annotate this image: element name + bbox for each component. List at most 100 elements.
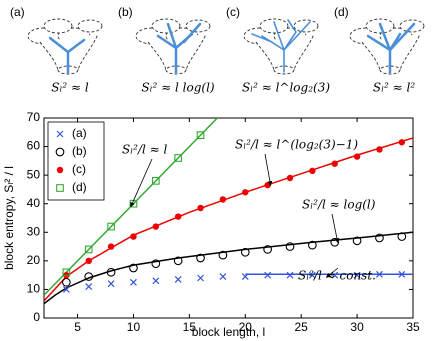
plot-frame <box>43 117 414 319</box>
marker-x <box>398 270 406 278</box>
marker-circle <box>151 259 161 269</box>
y-tick-label: 0 <box>33 310 40 324</box>
marker-dot <box>56 166 64 174</box>
marker-square <box>56 184 64 192</box>
marker-circle <box>397 232 407 241</box>
y-axis-label: block entropy, Sₗ² / l <box>2 166 16 270</box>
annotation: Sₗ²/l ≈ log(l) <box>302 198 376 212</box>
marker-square <box>196 131 205 139</box>
diagram <box>243 18 319 75</box>
marker-x <box>85 283 93 290</box>
marker-dot <box>197 204 204 212</box>
marker-x <box>107 280 115 288</box>
x-tick-label: 10 <box>127 320 141 334</box>
panel-label: (d) <box>334 5 349 19</box>
x-tick-label: 20 <box>239 320 253 334</box>
marker-x <box>130 278 137 286</box>
marker-square <box>107 222 115 231</box>
marker-dot <box>219 196 227 203</box>
marker-x <box>241 273 249 280</box>
marker-circle <box>196 253 205 263</box>
marker-circle <box>106 267 116 277</box>
marker-x <box>174 276 182 283</box>
marker-circle <box>308 240 317 250</box>
marker-x <box>331 271 339 279</box>
panel-formula: Sₗ² ≈ l <box>51 81 89 95</box>
marker-dot <box>331 160 338 167</box>
legend-box <box>47 121 105 201</box>
diagram <box>27 18 103 75</box>
marker-x <box>286 271 294 279</box>
marker-dot <box>353 153 361 160</box>
x-tick-label: 25 <box>295 320 309 334</box>
annotation-arrow <box>331 213 340 244</box>
y-tick-label: 60 <box>27 139 41 153</box>
annotation-arrow <box>325 267 339 278</box>
marker-circle <box>240 247 250 257</box>
marker-circle <box>285 242 295 251</box>
legend-label: (a) <box>72 126 87 140</box>
panel-formula: Sₗ² ≈ l^log₂(3) <box>242 81 330 95</box>
marker-x <box>62 286 70 293</box>
marker-dot <box>376 146 383 153</box>
x-tick-label: 15 <box>183 320 197 334</box>
marker-x <box>376 270 383 278</box>
y-tick-label: 10 <box>27 282 41 296</box>
marker-circle <box>84 272 94 281</box>
marker-x <box>353 271 361 279</box>
marker-circle <box>375 233 384 243</box>
marker-dot <box>152 223 160 230</box>
marker-dot <box>85 257 92 265</box>
panel-label: (c) <box>226 5 240 19</box>
marker-dot <box>130 233 137 240</box>
marker-square <box>84 245 93 254</box>
legend-label: (b) <box>72 144 87 158</box>
fit-line <box>44 231 413 305</box>
annotation-arrow <box>130 158 153 208</box>
panel-label: (a) <box>10 5 25 19</box>
marker-dot <box>286 174 294 182</box>
y-tick-label: 30 <box>27 224 41 238</box>
marker-circle <box>173 256 183 266</box>
marker-circle <box>55 147 65 157</box>
marker-x <box>264 271 272 279</box>
marker-circle <box>263 245 272 254</box>
annotation: Sₗ²/l ≈ l^(log₂(3)−1) <box>235 138 358 152</box>
marker-x <box>56 130 64 138</box>
legend-label: (d) <box>72 180 87 194</box>
marker-dot <box>107 243 115 250</box>
annotation: Sₗ²/l ≈ const. <box>298 269 376 283</box>
y-tick-label: 70 <box>27 110 41 124</box>
legend: (a) (b) (c) (d) <box>47 121 105 201</box>
x-tick-label: 5 <box>74 320 81 334</box>
marker-dot <box>174 213 182 220</box>
marker-square <box>151 177 160 185</box>
marker-circle <box>62 277 71 287</box>
marker-circle <box>352 236 362 246</box>
marker-x <box>219 273 227 280</box>
y-tick-label: 50 <box>27 167 41 181</box>
marker-circle <box>129 263 138 273</box>
x-tick-label: 30 <box>350 320 364 334</box>
panel-label: (b) <box>118 5 133 19</box>
panel-formula: Sₗ² ≈ l² <box>373 81 415 95</box>
marker-x <box>308 271 316 279</box>
x-tick-label: 35 <box>406 320 420 334</box>
annotation: Sₗ²/l ≈ l <box>122 143 168 157</box>
marker-square <box>174 154 183 162</box>
marker-dot <box>309 167 316 175</box>
legend-label: (c) <box>72 162 86 176</box>
marker-circle <box>218 250 228 260</box>
marker-x <box>152 277 160 285</box>
y-tick-label: 20 <box>27 253 41 267</box>
marker-dot <box>398 139 406 146</box>
diagram <box>349 18 425 75</box>
diagrams <box>27 18 425 75</box>
fit-line <box>44 137 413 302</box>
marker-x <box>197 274 204 282</box>
y-tick-label: 40 <box>27 196 41 210</box>
panel-formula: Sₗ² ≈ l log(l) <box>141 81 215 95</box>
x-axis-label: block length, l <box>192 325 265 339</box>
